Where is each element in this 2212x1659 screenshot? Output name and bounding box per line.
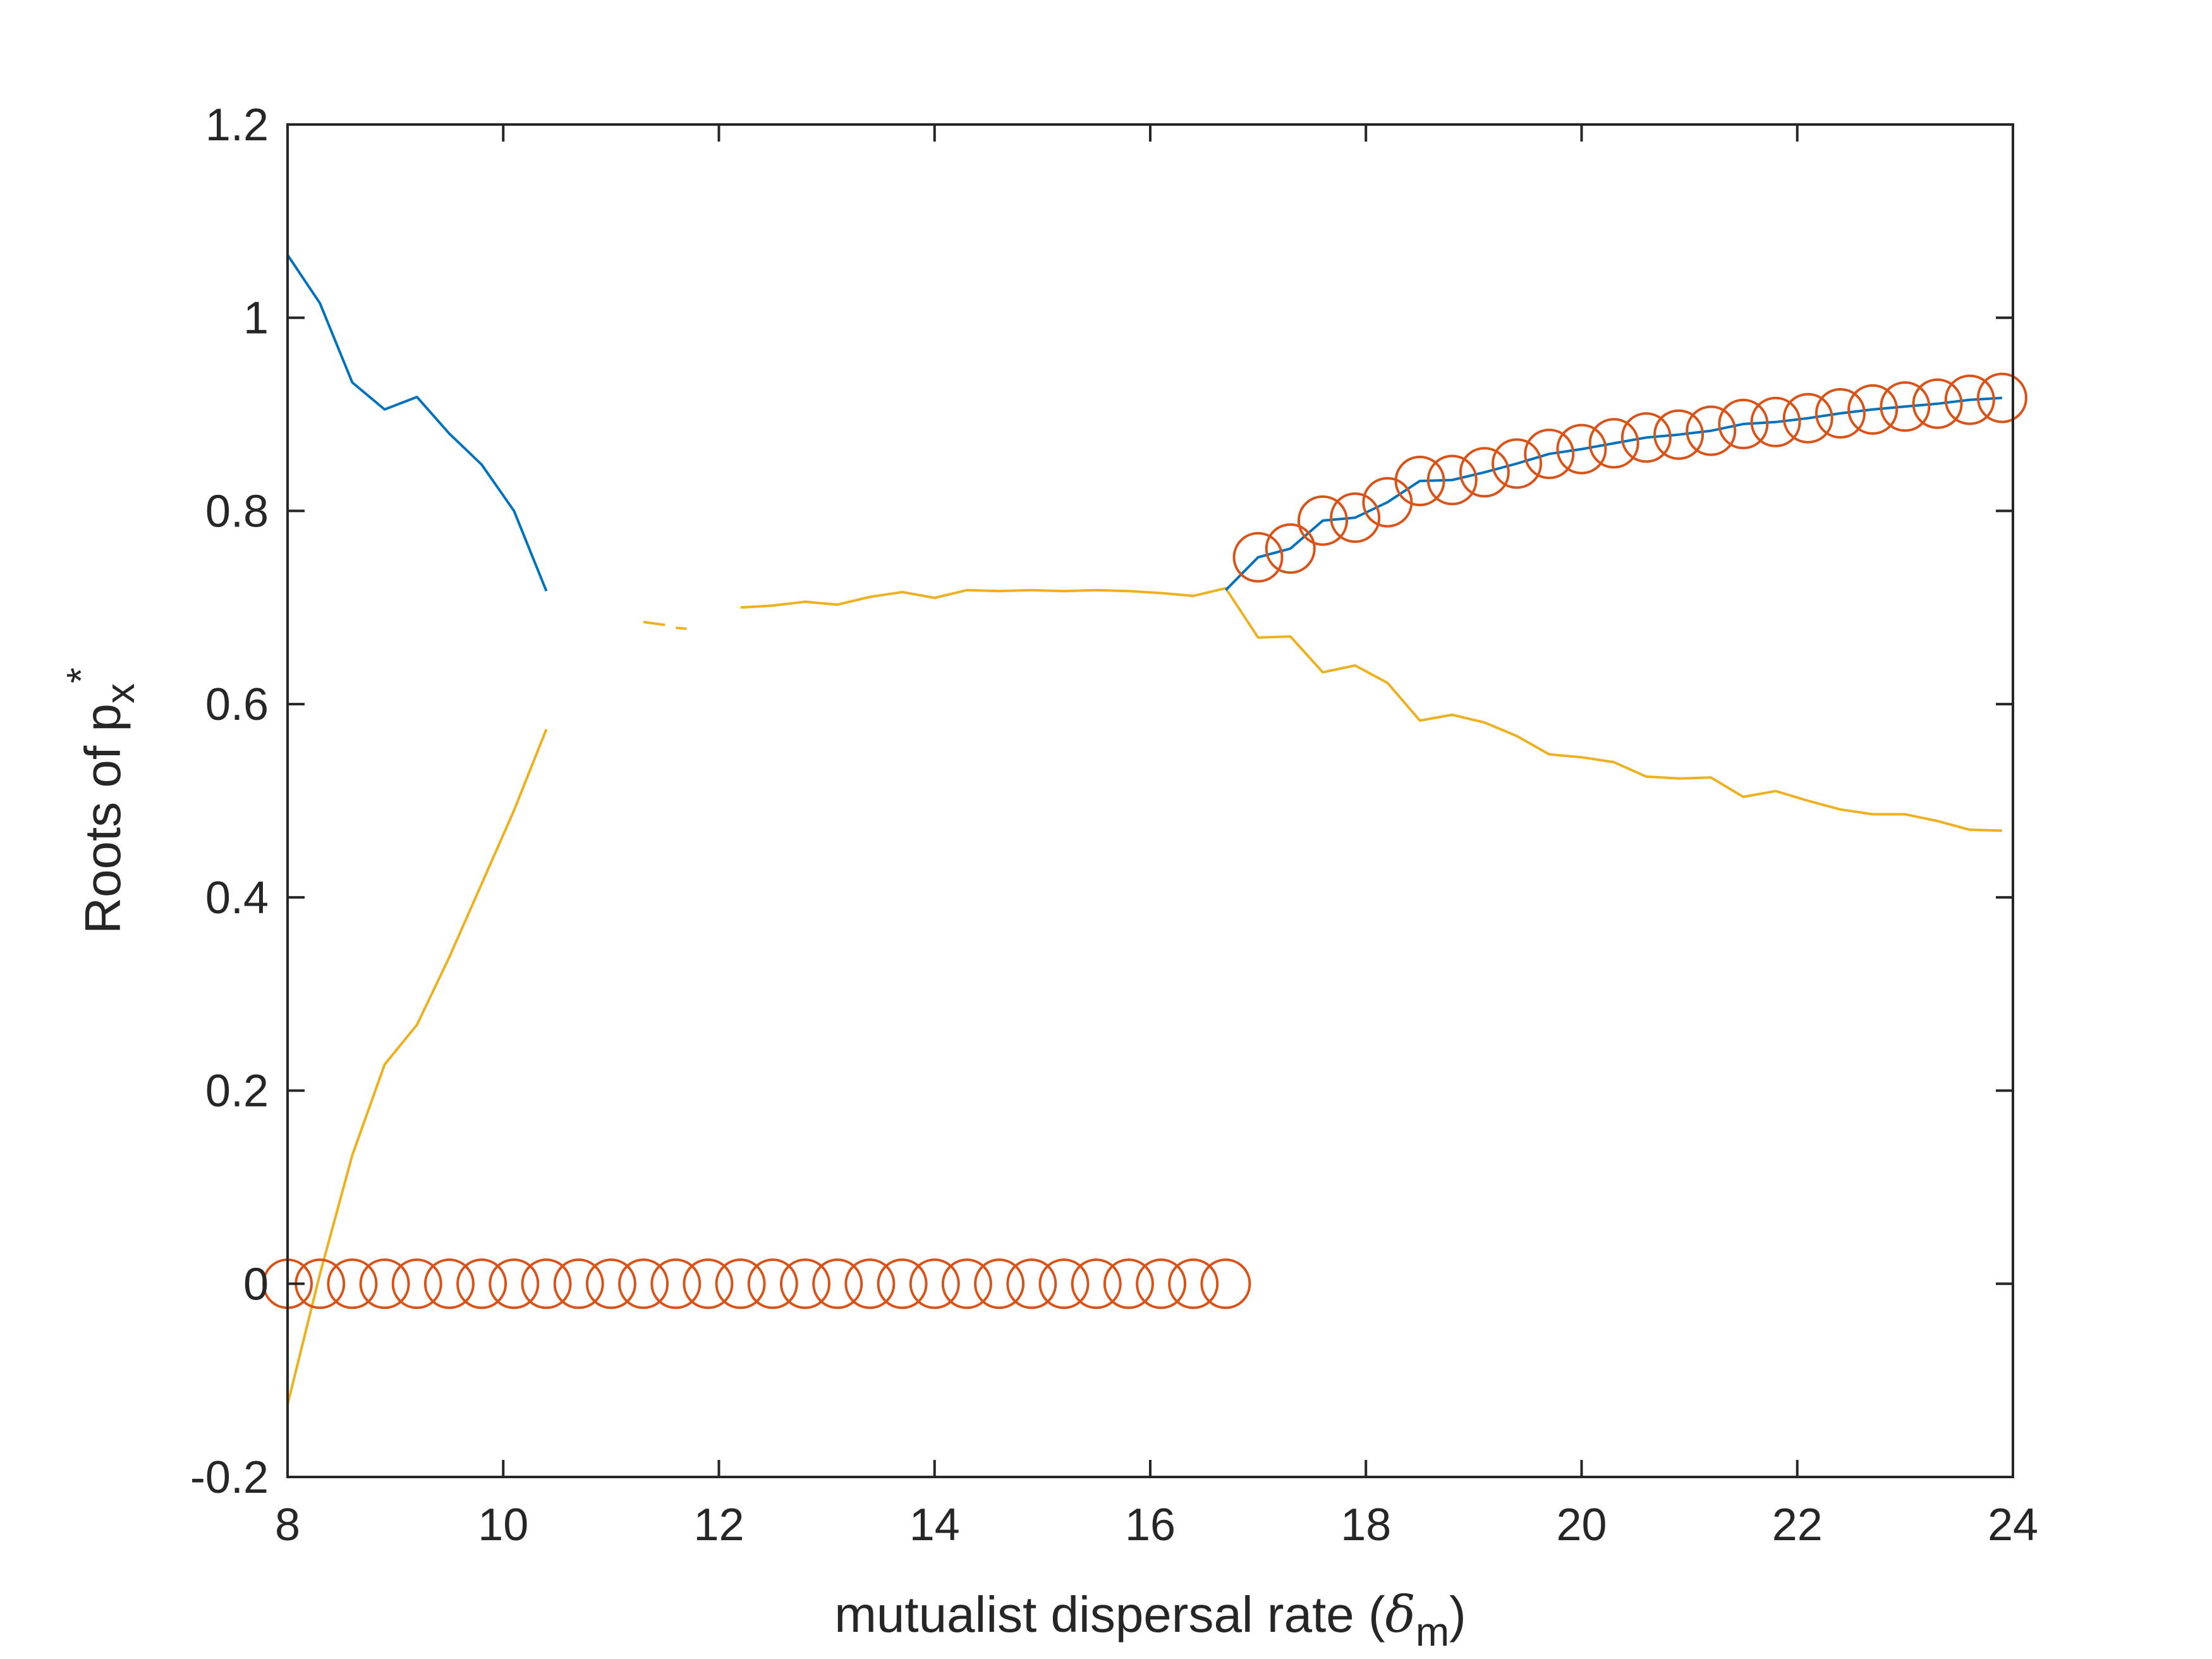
- data-point-marker: [391, 1258, 442, 1310]
- plot-area: [262, 254, 2027, 1405]
- x-tick-label: 16: [1125, 1500, 1176, 1550]
- series-line-yellow: [676, 626, 687, 630]
- data-point-marker: [553, 1258, 604, 1310]
- data-point-marker: [1686, 405, 1737, 456]
- data-point-marker: [1556, 423, 1607, 475]
- data-point-marker: [1912, 378, 1963, 429]
- data-point-marker: [1588, 418, 1639, 469]
- series-line-blue: [1224, 396, 2003, 592]
- x-tick-label: 10: [478, 1500, 528, 1550]
- data-point-marker: [747, 1258, 798, 1310]
- data-point-marker: [877, 1258, 928, 1310]
- data-point-marker: [683, 1258, 734, 1310]
- data-point-marker: [618, 1258, 669, 1310]
- data-point-marker: [1880, 381, 1931, 432]
- axis-ticks: [286, 123, 2014, 1478]
- y-tick-label: 0.4: [205, 873, 269, 923]
- data-point-marker: [1492, 438, 1543, 489]
- data-point-marker: [1103, 1258, 1154, 1310]
- data-point-marker: [941, 1258, 992, 1310]
- data-point-marker: [1071, 1258, 1122, 1310]
- data-point-marker: [1815, 388, 1866, 439]
- data-point-marker: [489, 1258, 540, 1310]
- x-tick-label: 18: [1340, 1500, 1391, 1550]
- data-point-marker: [359, 1258, 410, 1310]
- data-point-marker: [1976, 372, 2027, 423]
- series-line-yellow: [740, 586, 2002, 832]
- series-line-blue: [286, 254, 548, 592]
- series-line-yellow: [286, 729, 548, 1405]
- data-point-marker: [909, 1258, 960, 1310]
- data-point-marker: [1524, 428, 1575, 480]
- y-axis-label: Roots of px*: [58, 667, 143, 934]
- y-tick-label: 0.2: [205, 1066, 269, 1117]
- data-point-marker: [650, 1258, 702, 1310]
- data-point-marker: [715, 1258, 766, 1310]
- data-point-marker: [521, 1258, 572, 1310]
- data-point-marker: [844, 1258, 896, 1310]
- data-point-marker: [1006, 1258, 1057, 1310]
- data-point-marker: [1750, 396, 1801, 447]
- y-tick-label: 1: [243, 293, 269, 344]
- data-point-marker: [1330, 492, 1381, 544]
- data-point-marker: [1782, 392, 1833, 444]
- data-point-marker: [780, 1258, 830, 1310]
- data-point-marker: [327, 1258, 378, 1310]
- data-point-marker: [1136, 1258, 1187, 1310]
- data-point-marker: [1038, 1258, 1090, 1310]
- data-point-marker: [1426, 454, 1478, 506]
- y-tick-label: 0.6: [205, 679, 269, 730]
- y-tick-label: 0.8: [205, 486, 269, 537]
- data-point-marker: [1200, 1258, 1251, 1310]
- data-point-marker: [1297, 495, 1348, 546]
- data-point-marker: [1944, 374, 1995, 425]
- data-point-marker: [423, 1258, 475, 1310]
- data-point-marker: [1265, 523, 1316, 574]
- data-point-marker: [1653, 409, 1705, 460]
- x-tick-label: 8: [275, 1500, 300, 1550]
- y-tick-label: -0.2: [190, 1452, 269, 1503]
- data-point-marker: [1847, 384, 1899, 435]
- x-tick-label: 20: [1556, 1500, 1607, 1550]
- y-tick-label: 1.2: [205, 100, 269, 150]
- x-tick-label: 22: [1772, 1500, 1823, 1550]
- x-axis-label: mutualist dispersal rate (δm): [834, 1585, 1466, 1655]
- data-point-marker: [1620, 412, 1672, 463]
- data-point-marker: [974, 1258, 1025, 1310]
- data-point-marker: [1718, 398, 1769, 449]
- data-point-marker: [1168, 1258, 1219, 1310]
- data-point-marker: [585, 1258, 636, 1310]
- x-tick-label: 24: [1988, 1500, 2038, 1550]
- series-line-yellow: [643, 621, 665, 626]
- data-point-marker: [1459, 447, 1510, 498]
- data-point-marker: [456, 1258, 507, 1310]
- data-point-marker: [1394, 456, 1445, 506]
- y-tick-label: 0: [243, 1259, 269, 1310]
- x-tick-label: 14: [909, 1500, 960, 1550]
- data-point-marker: [1232, 532, 1284, 583]
- axis-tick-labels: 8 10 12 14 16 18 20 22 24 -0.2 0 0.2 0.4 0.6 0.8 1 1.2: [190, 100, 2038, 1550]
- x-tick-label: 12: [693, 1500, 744, 1550]
- data-point-marker: [812, 1258, 863, 1310]
